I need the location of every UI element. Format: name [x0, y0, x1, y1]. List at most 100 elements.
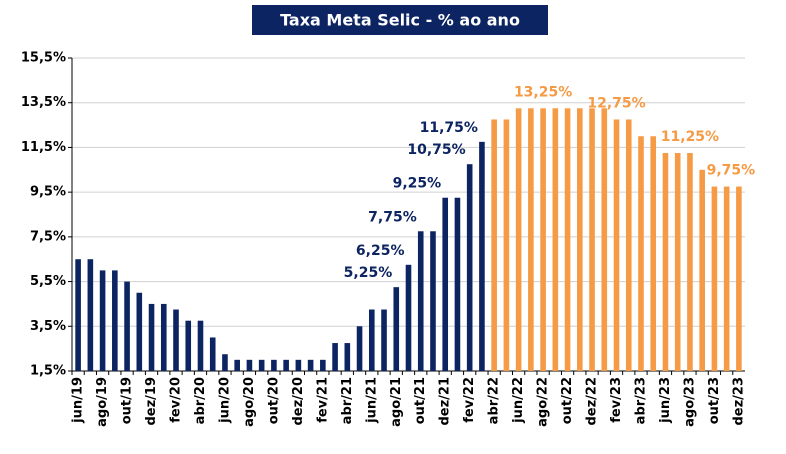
bar — [258, 359, 265, 371]
bar — [87, 259, 94, 371]
x-tick-label: jun/22 — [511, 377, 526, 424]
x-tick-label: jun/19 — [71, 377, 86, 424]
bar — [393, 287, 400, 371]
bar — [234, 359, 240, 371]
bar — [454, 197, 461, 371]
bar — [638, 136, 644, 371]
bar — [405, 264, 412, 371]
bar — [124, 281, 130, 371]
bar — [307, 359, 314, 371]
data-label: 5,25% — [344, 265, 393, 281]
data-label: 11,75% — [420, 120, 478, 136]
x-tick-label: out/23 — [707, 377, 722, 424]
x-tick-label: out/19 — [120, 377, 135, 424]
data-label: 10,75% — [407, 142, 465, 158]
bar — [466, 164, 473, 371]
data-label: 12,75% — [587, 95, 645, 111]
bar — [344, 343, 351, 371]
x-tick-label: ago/19 — [95, 377, 110, 427]
x-tick-label: out/21 — [413, 377, 428, 424]
bar — [491, 119, 497, 371]
x-tick-label: dez/20 — [291, 377, 306, 426]
x-tick-label: out/22 — [560, 377, 575, 424]
bar — [173, 309, 179, 371]
data-label: 13,25% — [514, 84, 572, 100]
y-tick-label: 11,5% — [21, 140, 66, 155]
x-tick-label: fev/20 — [169, 377, 184, 423]
bar — [185, 320, 192, 371]
bar — [368, 309, 375, 371]
data-label: 9,25% — [393, 176, 442, 192]
bar — [417, 231, 424, 371]
bar — [613, 119, 620, 371]
bar — [552, 108, 559, 371]
bar — [222, 354, 228, 371]
bar — [75, 259, 81, 371]
x-tick-label: dez/23 — [731, 377, 746, 426]
x-tick-label: dez/19 — [144, 377, 159, 426]
y-tick-label: 5,5% — [30, 274, 66, 289]
bar — [564, 108, 571, 371]
x-tick-label: jun/20 — [217, 377, 232, 424]
data-label: 9,75% — [707, 163, 756, 179]
data-label: 6,25% — [356, 243, 405, 259]
bar — [723, 186, 730, 371]
bar — [442, 197, 449, 371]
bar — [650, 136, 657, 371]
chart-title: Taxa Meta Selic - % ao ano — [280, 11, 520, 30]
x-tick-label: dez/21 — [438, 377, 453, 426]
y-tick-label: 7,5% — [30, 229, 66, 244]
bar — [540, 108, 546, 371]
x-tick-label: out/20 — [266, 377, 281, 424]
x-tick-label: ago/22 — [536, 377, 551, 427]
bar — [136, 292, 143, 371]
x-tick-label: fev/21 — [315, 377, 330, 423]
bar — [662, 153, 669, 371]
x-tick-label: dez/22 — [585, 377, 600, 426]
x-tick-label: abr/23 — [633, 377, 648, 424]
bar — [381, 309, 387, 371]
bar — [209, 337, 216, 371]
x-tick-label: jun/21 — [364, 377, 379, 424]
bar — [148, 303, 155, 371]
bar — [625, 119, 632, 371]
x-tick-label: fev/23 — [609, 377, 624, 423]
bar — [601, 108, 608, 371]
title-box — [252, 5, 548, 35]
bar — [479, 141, 485, 371]
x-tick-label: abr/20 — [193, 377, 208, 424]
bar — [283, 359, 289, 371]
bar — [528, 108, 534, 371]
bar — [112, 270, 118, 371]
bar — [332, 343, 338, 371]
bar — [197, 320, 204, 371]
bar — [736, 186, 742, 371]
y-tick-label: 3,5% — [30, 319, 66, 334]
x-tick-label: jun/23 — [658, 377, 673, 424]
data-label: 7,75% — [368, 209, 417, 225]
x-tick-label: ago/23 — [682, 377, 697, 427]
bar — [674, 153, 681, 371]
bar — [320, 359, 326, 371]
data-label: 11,25% — [661, 129, 719, 145]
bar — [160, 303, 167, 371]
bar — [589, 108, 595, 371]
bar — [515, 108, 522, 371]
x-tick-label: abr/21 — [340, 377, 355, 424]
bar — [295, 359, 302, 371]
bar — [577, 108, 583, 371]
x-tick-label: fev/22 — [462, 377, 477, 423]
y-tick-label: 15,5% — [21, 51, 66, 66]
x-tick-label: ago/20 — [242, 377, 257, 427]
bar — [699, 169, 705, 371]
bar — [246, 359, 253, 371]
bar — [430, 231, 436, 371]
bar — [687, 153, 693, 371]
x-tick-label: abr/22 — [487, 377, 502, 424]
y-tick-label: 13,5% — [21, 95, 66, 110]
x-tick-label: ago/21 — [389, 377, 404, 427]
y-tick-label: 9,5% — [30, 185, 66, 200]
y-tick-label: 1,5% — [30, 364, 66, 379]
bar — [356, 326, 363, 371]
